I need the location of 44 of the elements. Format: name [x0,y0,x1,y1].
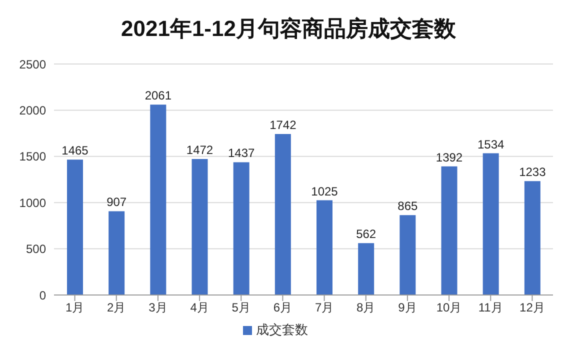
bar [358,243,374,295]
bar [316,200,332,295]
bar [233,162,250,295]
legend-label: 成交套数 [256,322,308,337]
data-label: 1392 [436,150,463,164]
bar [150,104,166,295]
x-tick-label: 10月 [436,300,462,315]
bar [67,160,83,295]
data-label: 1742 [270,118,297,132]
x-tick-label: 8月 [356,300,376,315]
chart-title: 2021年1-12月句容商品房成交套数 [120,15,457,43]
x-tick-label: 9月 [398,300,417,315]
bar [274,134,291,295]
y-tick-label: 2500 [19,57,46,72]
x-tick-label: 2月 [107,300,126,315]
bar [482,153,499,295]
data-label: 907 [106,195,127,210]
x-tick-label: 7月 [314,300,334,315]
data-label: 1472 [186,142,214,157]
bar [441,166,458,295]
y-tick-label: 0 [39,288,46,302]
y-tick-label: 1000 [19,196,46,210]
data-label: 562 [356,227,376,242]
data-label: 1534 [477,137,505,152]
bar [400,215,416,295]
x-tick-label: 6月 [273,300,292,315]
data-label: 1465 [62,144,89,158]
x-tick-label: 5月 [232,300,250,315]
bar [108,211,125,295]
x-tick-label: 4月 [190,300,209,315]
y-tick-label: 1500 [19,150,46,164]
x-tick-label: 11月 [478,300,503,315]
bar [524,181,540,295]
y-tick-label: 2000 [19,103,46,118]
data-label: 1437 [228,146,256,160]
data-label: 2061 [144,88,172,103]
x-tick-label: 3月 [148,300,168,315]
data-label: 1233 [519,165,546,180]
data-label: 1025 [311,184,338,198]
x-tick-label: 12月 [520,300,545,315]
y-tick-label: 500 [26,242,46,256]
bar [192,158,208,295]
data-label: 865 [398,199,418,214]
x-tick-label: 1月 [65,300,84,315]
